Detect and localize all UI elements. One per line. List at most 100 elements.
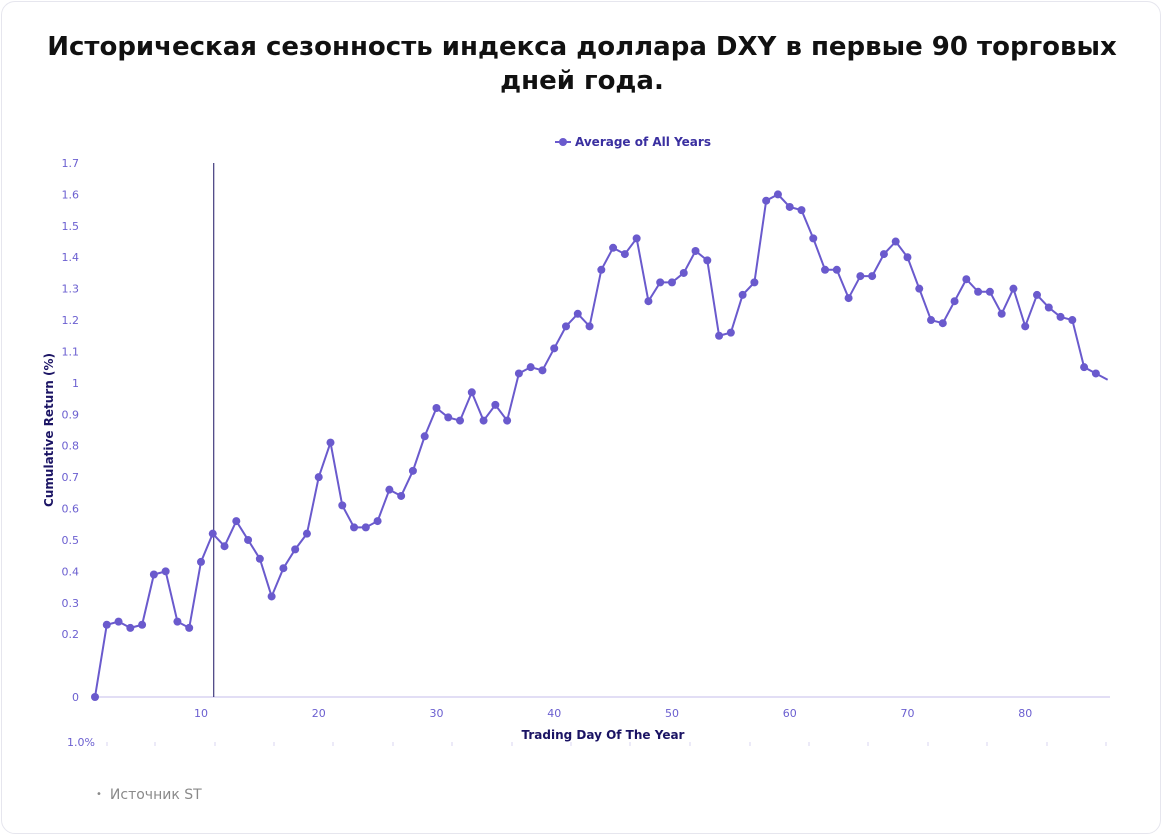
data-point (1080, 363, 1089, 372)
data-point (938, 319, 947, 328)
data-point (1068, 316, 1077, 325)
data-point (715, 331, 724, 340)
data-point (361, 523, 370, 532)
y-tick-label: 0.9 (62, 408, 80, 421)
data-point (844, 294, 853, 303)
data-point (314, 473, 323, 482)
y-tick-label: 1 (72, 377, 79, 390)
y-axis-ticks: 0 0.2 0.3 0.4 0.5 0.6 0.7 0.8 0.9 1 1.1 1.2 1.3 1.4 1.… (62, 157, 80, 704)
data-point (891, 237, 900, 246)
data-point (326, 438, 335, 447)
x-tick-label: 20 (312, 707, 326, 720)
data-point (667, 278, 676, 287)
data-point (444, 413, 453, 422)
x-tick-label: 30 (429, 707, 443, 720)
data-point (538, 366, 547, 375)
data-point (585, 322, 594, 331)
source-note: • Источник ST (96, 787, 202, 803)
data-point (220, 542, 229, 551)
data-point (161, 567, 170, 576)
y-tick-label: 1.3 (62, 283, 80, 296)
data-point (503, 416, 512, 425)
data-point (126, 623, 135, 632)
data-point (832, 265, 841, 274)
y-tick-label: 0.2 (62, 628, 80, 641)
data-point (797, 206, 806, 215)
data-point (750, 278, 759, 287)
series-points (91, 190, 1100, 701)
data-point (609, 243, 618, 252)
data-point (185, 623, 194, 632)
data-point (149, 570, 158, 579)
y-tick-label: 0 (72, 691, 79, 704)
data-point (856, 272, 865, 281)
data-point (773, 190, 782, 199)
data-point (597, 265, 606, 274)
legend-marker-icon (559, 138, 567, 146)
data-point (738, 290, 747, 299)
data-point (927, 316, 936, 325)
data-point (550, 344, 559, 353)
data-point (726, 328, 735, 337)
y-tick-label: 0.6 (62, 503, 80, 516)
x-tick-label: 80 (1018, 707, 1032, 720)
data-point (1091, 369, 1100, 378)
source-text: Источник ST (109, 787, 202, 803)
legend: Average of All Years (555, 135, 711, 149)
data-point (432, 404, 441, 413)
data-point (879, 250, 888, 259)
data-point (1056, 312, 1065, 321)
y-tick-label: 1.5 (62, 220, 80, 233)
data-point (279, 564, 288, 573)
y-tick-label: 0.8 (62, 440, 80, 453)
data-point (526, 363, 535, 372)
data-point (479, 416, 488, 425)
y-tick-label: 1.2 (62, 314, 80, 327)
chart-title: Историческая сезонность индекса доллара … (47, 32, 1117, 96)
data-point (302, 529, 311, 538)
data-point (691, 246, 700, 255)
y-tick-label: 0.5 (62, 534, 80, 547)
data-point (102, 620, 111, 629)
data-point (785, 202, 794, 211)
extra-axis-label: 1.0% (67, 736, 95, 749)
data-point (1032, 290, 1041, 299)
data-point (350, 523, 359, 532)
data-point (573, 309, 582, 318)
data-point (456, 416, 465, 425)
data-point (208, 529, 217, 538)
data-point (703, 256, 712, 265)
data-point (903, 253, 912, 262)
data-point (809, 234, 818, 243)
y-tick-label: 0.3 (62, 597, 80, 610)
data-point (138, 620, 147, 629)
data-point (561, 322, 570, 331)
data-point (985, 287, 994, 296)
y-tick-label: 0.7 (62, 471, 80, 484)
data-point (373, 517, 382, 526)
data-point (620, 250, 629, 259)
data-point (1044, 303, 1053, 312)
data-point (255, 554, 264, 563)
y-tick-label: 1.1 (62, 345, 80, 358)
data-point (632, 234, 641, 243)
data-point (950, 297, 959, 306)
data-point (338, 501, 347, 510)
data-point (762, 196, 771, 205)
x-tick-label: 50 (665, 707, 679, 720)
x-tick-label: 10 (194, 707, 208, 720)
data-point (420, 432, 429, 441)
y-tick-label: 0.4 (62, 565, 80, 578)
data-point (467, 388, 476, 397)
data-point (491, 400, 500, 409)
y-tick-label: 1.6 (62, 188, 80, 201)
data-point (915, 284, 924, 293)
data-point (656, 278, 665, 287)
data-point (974, 287, 983, 296)
x-axis-ticks: 10 20 30 40 50 60 70 80 (106, 707, 1107, 746)
data-point (1021, 322, 1030, 331)
y-axis-title: Cumulative Return (%) (42, 353, 56, 507)
data-point (397, 491, 406, 500)
data-point (385, 485, 394, 494)
